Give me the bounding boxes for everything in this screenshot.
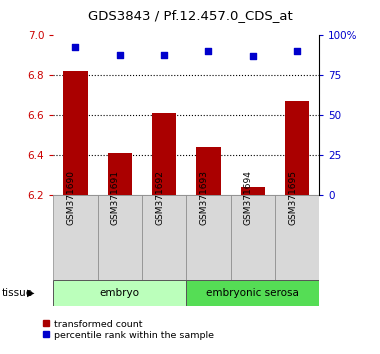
Text: GSM371691: GSM371691: [111, 170, 120, 225]
Bar: [53, 280, 186, 306]
Point: [72, 44, 78, 49]
Text: GSM371694: GSM371694: [244, 170, 253, 225]
Point: [117, 52, 123, 57]
Bar: [196, 147, 220, 195]
Text: GSM371693: GSM371693: [200, 170, 208, 225]
Text: GDS3843 / Pf.12.457.0_CDS_at: GDS3843 / Pf.12.457.0_CDS_at: [88, 9, 292, 22]
Bar: [241, 187, 265, 195]
Text: ▶: ▶: [27, 288, 35, 298]
Text: tissue: tissue: [2, 288, 33, 298]
Bar: [98, 195, 142, 280]
Bar: [231, 195, 275, 280]
Bar: [142, 195, 186, 280]
Text: embryo: embryo: [100, 288, 140, 298]
Point: [161, 52, 167, 57]
Bar: [275, 195, 319, 280]
Bar: [186, 280, 319, 306]
Bar: [186, 195, 231, 280]
Bar: [53, 195, 98, 280]
Point: [250, 53, 256, 59]
Point: [205, 48, 211, 54]
Bar: [152, 113, 176, 195]
Text: GSM371692: GSM371692: [155, 170, 164, 225]
Bar: [108, 153, 132, 195]
Text: GSM371695: GSM371695: [288, 170, 297, 225]
Point: [294, 48, 300, 54]
Bar: [285, 101, 309, 195]
Text: embryonic serosa: embryonic serosa: [206, 288, 299, 298]
Bar: [63, 71, 87, 195]
Text: GSM371690: GSM371690: [66, 170, 75, 225]
Legend: transformed count, percentile rank within the sample: transformed count, percentile rank withi…: [43, 320, 214, 340]
